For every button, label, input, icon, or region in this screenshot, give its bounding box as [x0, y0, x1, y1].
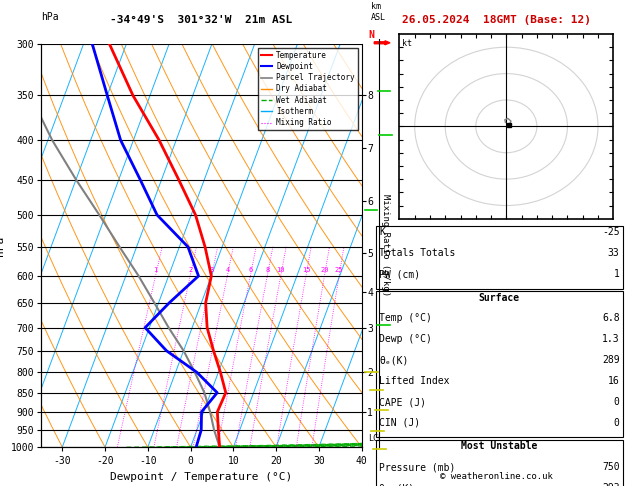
- Text: 33: 33: [608, 248, 620, 259]
- Text: hPa: hPa: [41, 12, 58, 22]
- Text: Surface: Surface: [479, 293, 520, 303]
- Text: 2: 2: [188, 267, 192, 273]
- Text: 0: 0: [614, 418, 620, 428]
- Text: 3: 3: [209, 267, 214, 273]
- Text: 1: 1: [153, 267, 158, 273]
- Text: K: K: [379, 227, 385, 238]
- Text: -34°49'S  301°32'W  21m ASL: -34°49'S 301°32'W 21m ASL: [110, 15, 292, 25]
- Text: 15: 15: [302, 267, 310, 273]
- Text: kt: kt: [403, 39, 413, 48]
- Text: 289: 289: [602, 355, 620, 365]
- Text: Totals Totals: Totals Totals: [379, 248, 455, 259]
- Text: 1: 1: [614, 269, 620, 279]
- Text: Lifted Index: Lifted Index: [379, 376, 450, 386]
- Text: 25: 25: [335, 267, 343, 273]
- Text: CIN (J): CIN (J): [379, 418, 420, 428]
- Text: Dewp (°C): Dewp (°C): [379, 334, 432, 345]
- Text: 6.8: 6.8: [602, 313, 620, 324]
- Text: 26.05.2024  18GMT (Base: 12): 26.05.2024 18GMT (Base: 12): [403, 15, 591, 25]
- Text: LCL: LCL: [368, 434, 383, 443]
- Text: 10: 10: [277, 267, 285, 273]
- Text: 6: 6: [248, 267, 252, 273]
- Text: Temp (°C): Temp (°C): [379, 313, 432, 324]
- Text: 20: 20: [320, 267, 329, 273]
- Text: θₑ (K): θₑ (K): [379, 483, 415, 486]
- Text: 0: 0: [614, 397, 620, 407]
- Legend: Temperature, Dewpoint, Parcel Trajectory, Dry Adiabat, Wet Adiabat, Isotherm, Mi: Temperature, Dewpoint, Parcel Trajectory…: [258, 48, 358, 130]
- Text: 16: 16: [608, 376, 620, 386]
- Text: 8: 8: [265, 267, 269, 273]
- Text: 1.3: 1.3: [602, 334, 620, 345]
- Y-axis label: hPa: hPa: [0, 235, 5, 256]
- Text: 293: 293: [602, 483, 620, 486]
- Text: 750: 750: [602, 462, 620, 472]
- Text: 4: 4: [225, 267, 230, 273]
- Text: θₑ(K): θₑ(K): [379, 355, 409, 365]
- Text: N: N: [368, 30, 374, 40]
- Y-axis label: Mixing Ratio (g/kg): Mixing Ratio (g/kg): [381, 194, 390, 296]
- Text: Most Unstable: Most Unstable: [461, 441, 538, 451]
- Text: km
ASL: km ASL: [371, 2, 386, 22]
- Text: PW (cm): PW (cm): [379, 269, 420, 279]
- Text: -25: -25: [602, 227, 620, 238]
- Text: © weatheronline.co.uk: © weatheronline.co.uk: [440, 472, 554, 481]
- Text: CAPE (J): CAPE (J): [379, 397, 426, 407]
- Text: Pressure (mb): Pressure (mb): [379, 462, 455, 472]
- X-axis label: Dewpoint / Temperature (°C): Dewpoint / Temperature (°C): [110, 472, 292, 482]
